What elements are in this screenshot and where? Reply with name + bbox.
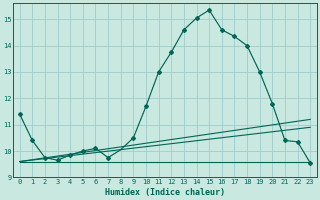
X-axis label: Humidex (Indice chaleur): Humidex (Indice chaleur) — [105, 188, 225, 197]
